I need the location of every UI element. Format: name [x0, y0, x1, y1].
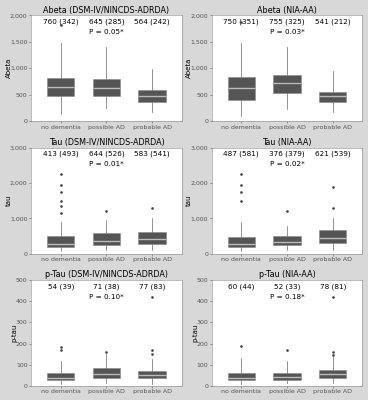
Text: 750 (351): 750 (351) — [223, 18, 259, 25]
Text: P = 0.18*: P = 0.18* — [270, 294, 304, 300]
Text: 564 (242): 564 (242) — [134, 18, 170, 25]
Title: Tau (NIA-AA): Tau (NIA-AA) — [262, 138, 312, 147]
Y-axis label: tau: tau — [186, 195, 192, 206]
Title: p-Tau (DSM-IV/NINCDS-ADRDA): p-Tau (DSM-IV/NINCDS-ADRDA) — [45, 270, 168, 279]
Bar — [47, 373, 74, 380]
Text: 760 (342): 760 (342) — [43, 18, 79, 25]
Text: 376 (379): 376 (379) — [269, 151, 305, 158]
Text: 755 (325): 755 (325) — [269, 18, 305, 25]
Text: 644 (526): 644 (526) — [89, 151, 124, 158]
Text: 52 (33): 52 (33) — [274, 283, 300, 290]
Text: 487 (581): 487 (581) — [223, 151, 259, 158]
Bar — [319, 92, 346, 102]
Text: 413 (493): 413 (493) — [43, 151, 79, 158]
Y-axis label: Abeta: Abeta — [186, 58, 192, 78]
Bar — [93, 368, 120, 378]
Bar — [319, 230, 346, 243]
Text: P = 0.10*: P = 0.10* — [89, 294, 124, 300]
Text: P = 0.01*: P = 0.01* — [89, 162, 124, 168]
Bar — [319, 370, 346, 378]
Y-axis label: p-tau: p-tau — [11, 324, 17, 342]
Y-axis label: Abeta: Abeta — [6, 58, 11, 78]
Bar — [273, 236, 301, 246]
Y-axis label: p-tau: p-tau — [192, 324, 198, 342]
Bar — [227, 77, 255, 100]
Bar — [227, 237, 255, 247]
Bar — [273, 75, 301, 92]
Bar — [47, 78, 74, 96]
Bar — [227, 373, 255, 380]
Text: P = 0.03*: P = 0.03* — [270, 29, 304, 35]
Text: 78 (81): 78 (81) — [319, 283, 346, 290]
Bar — [93, 79, 120, 96]
Bar — [47, 236, 74, 247]
Text: 583 (541): 583 (541) — [134, 151, 170, 158]
Bar — [138, 90, 166, 102]
Bar — [138, 232, 166, 244]
Text: 541 (212): 541 (212) — [315, 18, 351, 25]
Title: p-Tau (NIA-AA): p-Tau (NIA-AA) — [259, 270, 315, 279]
Text: 71 (38): 71 (38) — [93, 283, 120, 290]
Title: Abeta (NIA-AA): Abeta (NIA-AA) — [257, 6, 317, 14]
Text: P = 0.05*: P = 0.05* — [89, 29, 124, 35]
Text: 54 (39): 54 (39) — [47, 283, 74, 290]
Title: Abeta (DSM-IV/NINCDS-ADRDA): Abeta (DSM-IV/NINCDS-ADRDA) — [43, 6, 170, 14]
Text: 60 (44): 60 (44) — [228, 283, 255, 290]
Text: 77 (83): 77 (83) — [139, 283, 165, 290]
Bar — [93, 234, 120, 245]
Text: 621 (539): 621 (539) — [315, 151, 351, 158]
Text: P = 0.02*: P = 0.02* — [270, 162, 304, 168]
Bar — [138, 371, 166, 378]
Bar — [273, 373, 301, 380]
Title: Tau (DSM-IV/NINCDS-ADRDA): Tau (DSM-IV/NINCDS-ADRDA) — [49, 138, 164, 147]
Text: 645 (285): 645 (285) — [89, 18, 124, 25]
Y-axis label: tau: tau — [6, 195, 11, 206]
